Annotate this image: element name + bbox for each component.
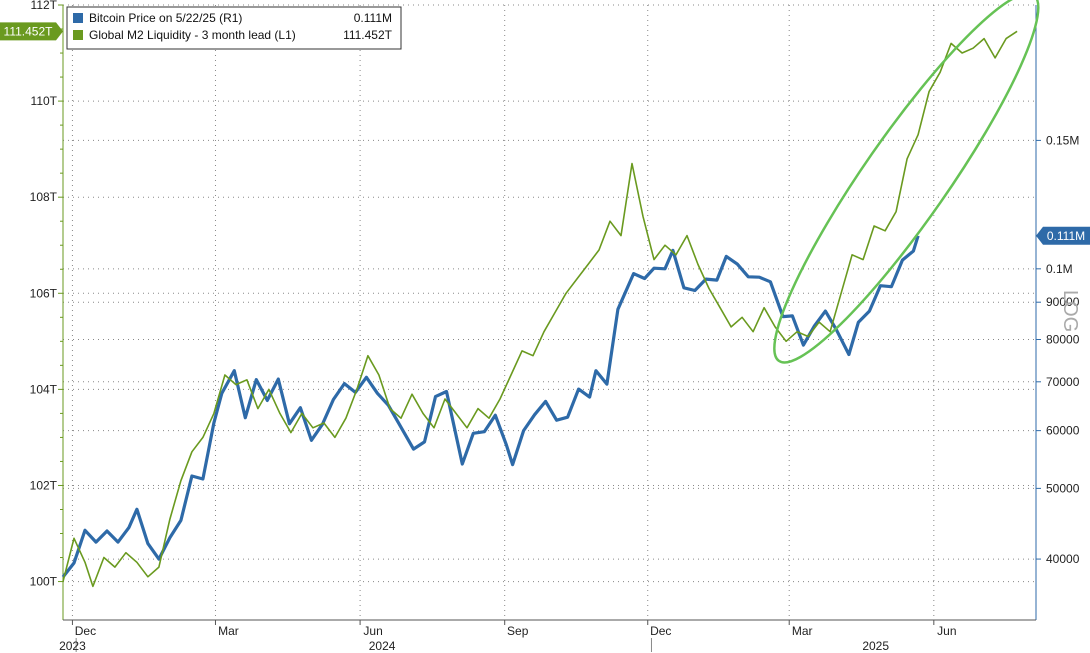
left-tick-label: 102T [30, 478, 58, 492]
right-last-value-badge [1036, 226, 1090, 245]
x-year-label: 2023 [59, 639, 86, 653]
legend-series-value: 111.452T [343, 28, 393, 42]
left-tick-label: 100T [30, 575, 58, 589]
series-lines [61, 30, 1018, 588]
series-line-1 [62, 30, 1018, 588]
x-tick-label: Dec [650, 624, 671, 638]
legend-series-name: Bitcoin Price on 5/22/25 (R1) [89, 11, 242, 25]
log-axis-label: LOG [1059, 290, 1081, 332]
x-year-label: 2025 [862, 639, 889, 653]
right-last-value-label: 0.111M [1047, 229, 1085, 243]
x-tick-label: Mar [792, 624, 813, 638]
right-tick-label: 70000 [1046, 375, 1080, 389]
legend-series-value: 0.111M [354, 11, 392, 25]
legend-swatch [73, 13, 83, 23]
right-tick-label: 0.15M [1046, 133, 1079, 147]
right-tick-label: 90000 [1046, 295, 1080, 309]
x-tick-label: Mar [218, 624, 239, 638]
x-tick-label: Dec [75, 624, 96, 638]
x-year-label: 2024 [369, 639, 396, 653]
left-tick-label: 110T [31, 94, 58, 108]
left-last-value-label: 111.452T [4, 24, 54, 38]
left-last-value-badge [0, 22, 63, 41]
left-tick-label: 106T [30, 286, 58, 300]
right-tick-label: 40000 [1046, 552, 1080, 566]
legend-swatch [73, 30, 83, 40]
right-tick-label: 50000 [1046, 481, 1080, 495]
left-tick-label: 104T [30, 382, 58, 396]
series-line-0 [61, 235, 920, 578]
right-tick-label: 0.1M [1046, 262, 1073, 276]
legend-box [66, 6, 402, 50]
x-tick-label: Sep [507, 624, 529, 638]
left-tick-label: 108T [30, 190, 58, 204]
legend-series-name: Global M2 Liquidity - 3 month lead (L1) [89, 28, 296, 42]
grid [63, 4, 1036, 620]
annotations [773, 0, 1040, 364]
left-tick-label: 112T [31, 0, 58, 12]
legend: Bitcoin Price on 5/22/25 (R1) 0.111M Globa… [66, 6, 402, 50]
axes: 100T 102T 104T 106T 108T 110T 112T 40000 50000 60… [30, 0, 1081, 653]
right-tick-label: 60000 [1046, 424, 1080, 438]
right-tick-label: 80000 [1046, 333, 1080, 347]
rally-highlight-ellipse [773, 0, 1040, 364]
x-tick-label: Jun [937, 624, 956, 638]
last-value-labels: 111.452T 0.111M [0, 22, 1090, 245]
x-tick-label: Jun [363, 624, 382, 638]
